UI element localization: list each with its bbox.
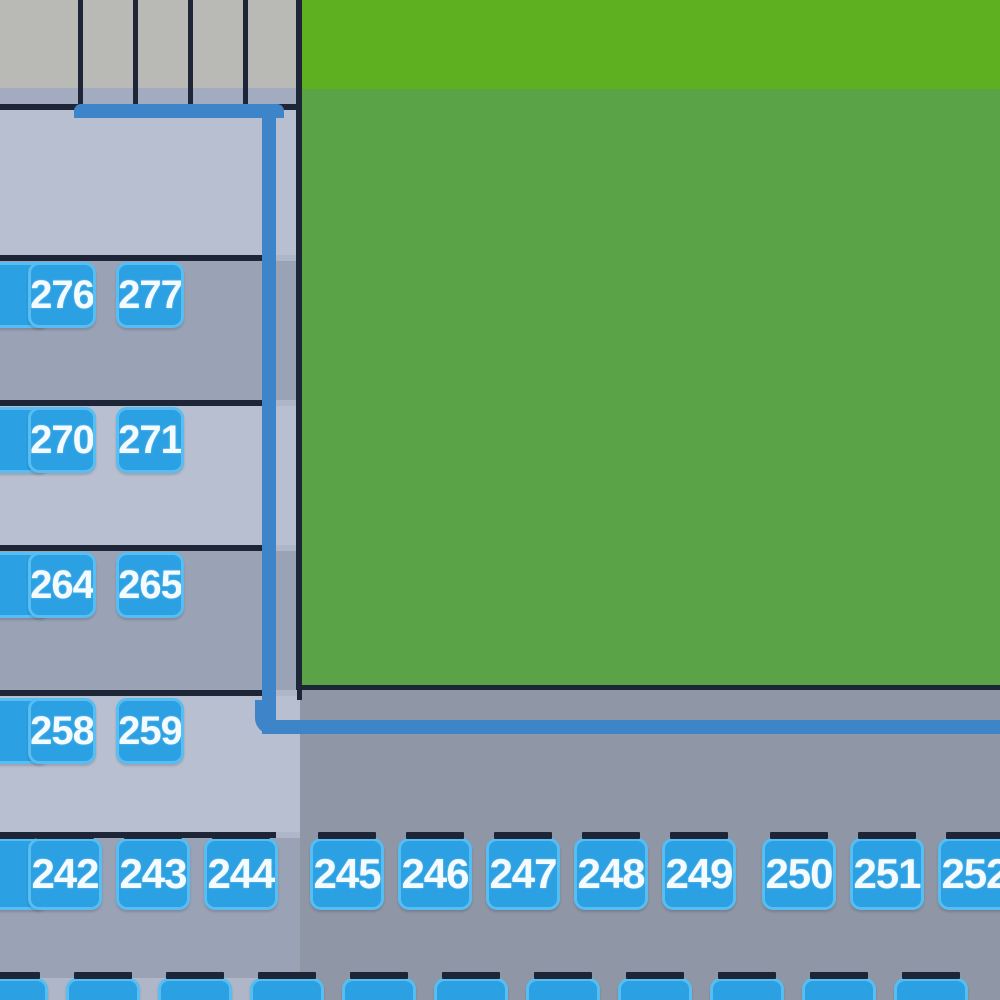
seat-tick [0,972,40,979]
seat-tick [36,832,94,839]
seat-tick [718,972,776,979]
concourse-divider-4 [243,0,248,111]
row-separator-3 [0,400,276,406]
highlight-path-top [74,104,284,118]
seat-partial-lower-2[interactable] [66,978,140,1000]
row-separator-4 [0,545,276,551]
seat-251[interactable]: 251 [850,838,924,910]
seat-tick [124,832,182,839]
seat-tick [534,972,592,979]
seat-258[interactable]: 258 [28,698,96,764]
seat-277[interactable]: 277 [116,262,184,328]
seat-partial-lower-6[interactable] [434,978,508,1000]
seat-tick [406,832,464,839]
seat-271[interactable]: 271 [116,407,184,473]
highlight-path-bottom [262,720,1000,734]
concourse-divider-3 [188,0,193,111]
seat-252[interactable]: 252 [938,838,1000,910]
seat-partial-lower-3[interactable] [158,978,232,1000]
row-separator-5 [0,690,276,696]
concourse-divider-2 [133,0,138,111]
seat-tick [0,832,40,839]
seat-partial-lower-1[interactable] [0,978,48,1000]
seat-276[interactable]: 276 [28,262,96,328]
band-light-1 [0,110,300,255]
seat-259[interactable]: 259 [116,698,184,764]
row-separator-2 [0,255,276,261]
seat-270[interactable]: 270 [28,407,96,473]
seat-partial-lower-8[interactable] [618,978,692,1000]
seat-246[interactable]: 246 [398,838,472,910]
seat-250[interactable]: 250 [762,838,836,910]
seat-tick [258,972,316,979]
seat-242[interactable]: 242 [28,838,102,910]
seat-247[interactable]: 247 [486,838,560,910]
seat-264[interactable]: 264 [28,552,96,618]
seat-tick [442,972,500,979]
seat-248[interactable]: 248 [574,838,648,910]
seat-tick [350,972,408,979]
field-lower-band [301,89,1000,685]
seat-tick [858,832,916,839]
seat-partial-lower-7[interactable] [526,978,600,1000]
seat-tick [212,832,270,839]
seat-tick [166,972,224,979]
seat-partial-lower-5[interactable] [342,978,416,1000]
seat-partial-lower-9[interactable] [710,978,784,1000]
field-upper-band [301,0,1000,89]
highlight-path-corner [255,700,289,734]
seat-245[interactable]: 245 [310,838,384,910]
highlight-path-right [262,104,276,734]
seat-tick [74,972,132,979]
seat-tick [494,832,552,839]
seat-265[interactable]: 265 [116,552,184,618]
seat-249[interactable]: 249 [662,838,736,910]
seat-tick [902,972,960,979]
seat-tick [626,972,684,979]
seat-244[interactable]: 244 [204,838,278,910]
field-area[interactable] [296,0,1000,690]
seat-tick [582,832,640,839]
concourse-divider-1 [78,0,83,111]
concourse-divider-5 [297,0,302,700]
seat-partial-lower-4[interactable] [250,978,324,1000]
seat-tick [318,832,376,839]
seat-tick [670,832,728,839]
seat-tick [810,972,868,979]
seat-partial-lower-11[interactable] [894,978,968,1000]
seat-tick [946,832,1000,839]
seat-partial-lower-10[interactable] [802,978,876,1000]
seat-243[interactable]: 243 [116,838,190,910]
seat-tick [770,832,828,839]
